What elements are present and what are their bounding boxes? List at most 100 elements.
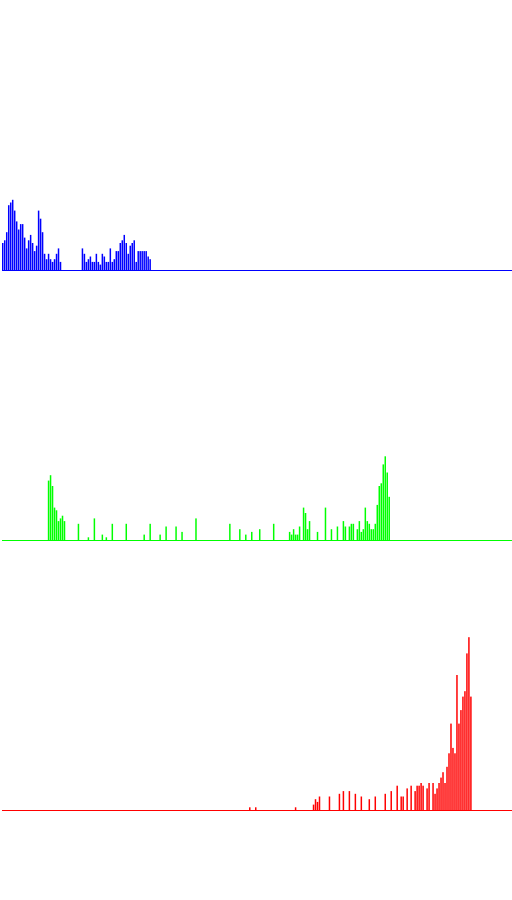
green-bar (356, 529, 359, 540)
red-bar (314, 799, 317, 810)
blue-bar (39, 218, 42, 270)
blue-bar (97, 261, 100, 270)
red-bar (444, 783, 446, 810)
green-bar (49, 475, 52, 540)
blue-bar (43, 253, 46, 270)
red-bar (249, 807, 251, 810)
red-bar (328, 796, 331, 810)
blue-bar (133, 240, 135, 270)
red-bar (354, 793, 357, 810)
blue-bar (143, 251, 145, 270)
green-bar (370, 529, 373, 540)
blue-bar (147, 256, 149, 270)
green-bar (294, 534, 297, 540)
red-bar (294, 807, 297, 810)
red-bar (434, 793, 436, 810)
red-bar (400, 796, 402, 810)
red-bar (255, 807, 257, 810)
blue-histogram (2, 199, 512, 271)
green-bar (77, 523, 80, 540)
blue-bar (115, 251, 118, 270)
green-bar (348, 526, 351, 540)
blue-bar (89, 256, 92, 270)
green-bar (296, 534, 299, 540)
blue-bar (57, 248, 60, 270)
blue-bar (29, 234, 32, 270)
green-bar (368, 523, 371, 540)
red-bar (462, 696, 464, 810)
blue-bar (17, 229, 20, 270)
green-bar (344, 526, 347, 540)
blue-bar (15, 221, 18, 270)
red-bar (470, 696, 472, 810)
green-bar (47, 480, 50, 540)
blue-bar (59, 261, 62, 270)
green-bar (181, 531, 183, 540)
blue-bar (99, 264, 102, 270)
green-bar (364, 507, 367, 540)
green-bar (374, 523, 377, 540)
blue-bar (51, 261, 54, 270)
green-bar (101, 534, 104, 540)
green-bar (362, 529, 365, 540)
blue-bar (23, 237, 26, 270)
blue-bar (91, 261, 94, 270)
green-bar (298, 526, 301, 540)
green-bar (290, 534, 293, 540)
green-bar (87, 537, 90, 540)
blue-bar (33, 251, 36, 270)
green-bar (59, 518, 62, 540)
red-bar (338, 793, 341, 810)
green-bar (336, 526, 339, 540)
green-bar (125, 523, 128, 540)
green-bar (165, 526, 167, 540)
blue-bar (55, 253, 58, 270)
blue-bar (49, 259, 52, 270)
green-bar (342, 521, 345, 540)
blue-bar (11, 199, 14, 270)
green-bar (306, 529, 309, 540)
green-bar (358, 521, 361, 540)
green-bar (272, 523, 275, 540)
green-bar (316, 531, 319, 540)
red-bar (390, 791, 392, 810)
green-bar (51, 486, 54, 540)
blue-bar (125, 243, 128, 270)
blue-bar (109, 248, 112, 270)
red-bar (426, 788, 428, 810)
green-bar (175, 526, 177, 540)
green-bar (380, 483, 383, 540)
green-bar (53, 507, 56, 540)
red-bar (428, 783, 430, 810)
green-bar (55, 510, 58, 540)
blue-bar (27, 240, 30, 270)
blue-bar (31, 243, 34, 270)
red-bar (438, 783, 440, 810)
blue-bar (93, 261, 96, 270)
green-bar (251, 531, 253, 540)
blue-bar (87, 259, 90, 270)
green-bar (308, 521, 311, 540)
red-bar (318, 796, 321, 810)
red-bar (436, 788, 438, 810)
blue-bar (3, 240, 6, 270)
blue-bar (13, 210, 16, 270)
red-bar (458, 723, 460, 810)
green-bar (360, 531, 363, 540)
red-bar (348, 791, 351, 810)
green-bar (239, 529, 241, 540)
red-bar (342, 791, 345, 810)
green-bar (350, 523, 353, 540)
green-bar (63, 521, 66, 540)
green-histogram (2, 456, 512, 541)
blue-bar (103, 256, 106, 270)
green-bar (229, 523, 231, 540)
red-bar (368, 799, 371, 810)
green-bar (382, 464, 384, 540)
red-bar (406, 788, 408, 810)
green-bar (258, 529, 261, 540)
blue-bar (2, 243, 4, 270)
red-bar (452, 747, 454, 810)
blue-bar (37, 210, 40, 270)
green-bar (105, 537, 108, 540)
